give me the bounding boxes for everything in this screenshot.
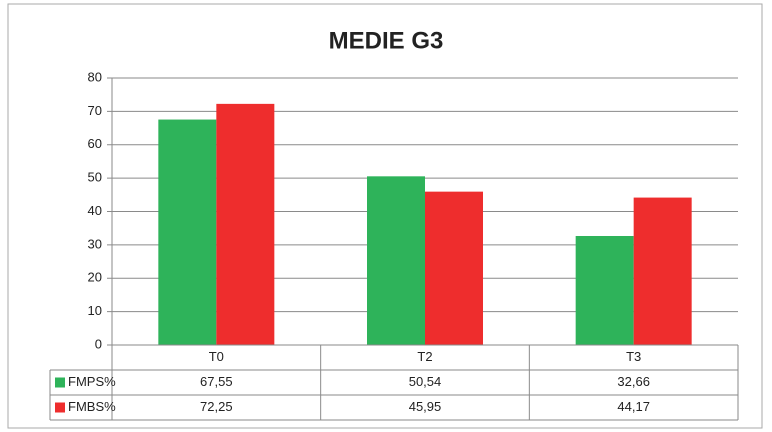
- bar: [158, 119, 217, 345]
- y-tick-label: 70: [88, 103, 102, 118]
- y-tick-label: 20: [88, 270, 102, 285]
- y-tick-label: 60: [88, 136, 102, 151]
- value-label: 45,95: [409, 399, 442, 414]
- value-label: 67,55: [200, 374, 233, 389]
- legend-label: FMPS%: [68, 374, 116, 389]
- y-tick-label: 50: [88, 170, 102, 185]
- y-tick-label: 80: [88, 69, 102, 84]
- x-tick-label: T0: [209, 349, 224, 364]
- bar: [367, 176, 425, 345]
- value-label: 44,17: [617, 399, 650, 414]
- value-label: 32,66: [617, 374, 650, 389]
- bar: [575, 235, 634, 345]
- x-tick-label: T2: [417, 349, 432, 364]
- y-tick-label: 40: [88, 203, 102, 218]
- bar: [633, 197, 692, 345]
- x-tick-label: T3: [626, 349, 641, 364]
- chart-title: MEDIE G3: [329, 27, 444, 54]
- legend-label: FMBS%: [68, 399, 116, 414]
- legend-swatch: [55, 377, 65, 388]
- bar: [425, 191, 483, 345]
- value-label: 50,54: [409, 374, 442, 389]
- y-tick-label: 0: [95, 336, 102, 351]
- y-tick-label: 10: [88, 303, 102, 318]
- value-label: 72,25: [200, 399, 233, 414]
- bar: [216, 103, 275, 345]
- legend-swatch: [55, 402, 65, 413]
- y-tick-label: 30: [88, 236, 102, 251]
